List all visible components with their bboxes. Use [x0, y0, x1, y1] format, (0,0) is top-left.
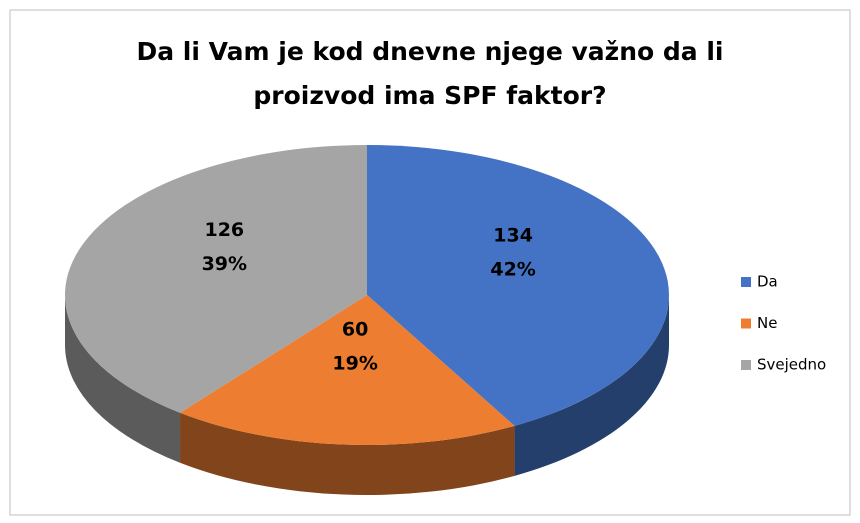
- legend-label: Ne: [757, 314, 777, 332]
- pie-side: [180, 412, 515, 495]
- chart-title: Da li Vam je kod dnevne njege važno da l…: [136, 37, 723, 66]
- data-label: 42%: [490, 259, 535, 281]
- legend-swatch: [741, 318, 751, 329]
- pie-slice: [65, 145, 368, 413]
- data-label: 134: [493, 225, 533, 247]
- chart-title: proizvod ima SPF faktor?: [253, 81, 606, 110]
- legend-swatch: [741, 277, 751, 287]
- pie-slice: [180, 295, 515, 445]
- pie-slice: [367, 145, 669, 426]
- pie-side: [514, 295, 670, 476]
- data-label: 60: [342, 318, 368, 340]
- pie-side: [65, 295, 181, 463]
- data-label: 39%: [202, 253, 247, 275]
- data-label: 19%: [332, 352, 377, 374]
- data-label: 126: [204, 219, 244, 241]
- legend-swatch: [741, 360, 751, 370]
- legend-label: Da: [757, 273, 778, 291]
- legend-label: Svejedno: [757, 356, 826, 374]
